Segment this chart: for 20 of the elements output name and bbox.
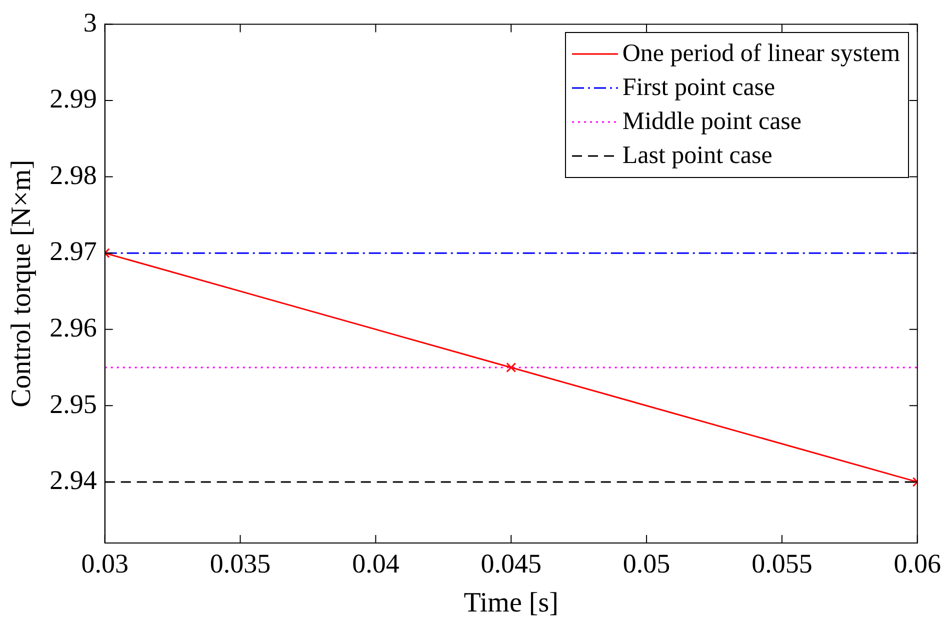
y-axis-title: Control torque [N×m] [6,160,38,408]
x-tick-label: 0.03 [81,548,128,578]
x-axis-title: Time [s] [464,588,558,619]
x-tick-label: 0.04 [352,548,400,578]
x-tick-label: 0.035 [210,548,271,578]
y-tick-label: 2.98 [50,160,97,190]
x-tick-label: 0.06 [894,548,941,578]
x-tick-label: 0.05 [622,548,670,578]
legend-label: One period of linear system [622,39,900,70]
x-tick-label: 0.045 [480,548,542,578]
x-tick-label: 0.055 [752,548,812,578]
y-tick-label: 3 [83,7,97,38]
y-tick-label: 2.96 [50,312,97,342]
y-tick-label: 2.95 [50,388,97,419]
y-tick-label: 2.99 [50,84,97,114]
legend-label: Middle point case [622,107,802,138]
legend-label: First point case [622,73,776,104]
y-tick-label: 2.94 [50,465,98,496]
legend-label: Last point case [622,141,772,172]
y-tick-label: 2.97 [50,236,97,266]
